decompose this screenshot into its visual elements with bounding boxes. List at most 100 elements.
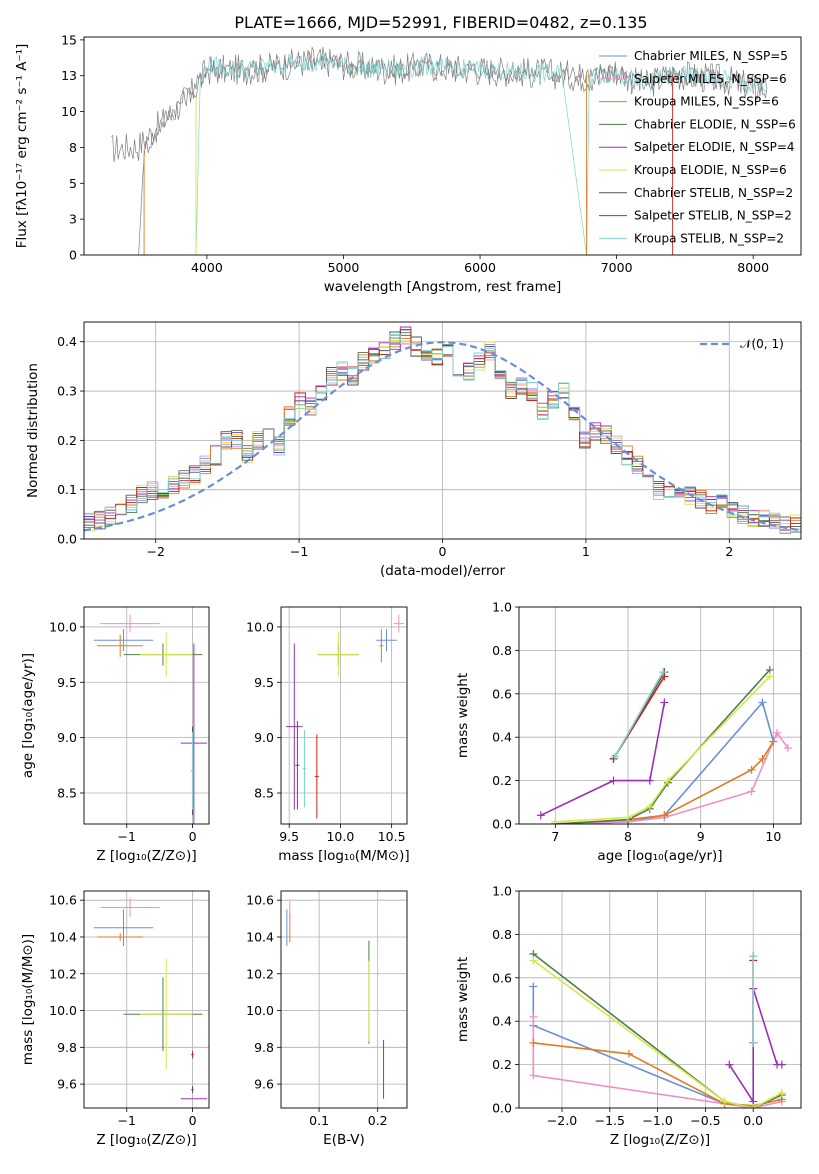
weight-line	[555, 669, 771, 824]
x-axis-label: mass [log₁₀(M/M⊙)]	[278, 848, 409, 864]
y-tick-label: 10.0	[246, 619, 274, 634]
x-tick-label: −1	[290, 544, 308, 559]
y-tick-label: 8	[69, 140, 77, 155]
y-tick-label: 9.8	[57, 1040, 77, 1055]
spectrum-line	[195, 53, 768, 255]
x-tick-label: −1.0	[642, 1113, 672, 1128]
weight-line	[532, 959, 783, 1108]
y-tick-label: 3	[69, 212, 77, 227]
x-tick-label: 0	[189, 829, 197, 844]
y-tick-label: 10.0	[49, 619, 77, 634]
y-tick-label: 8.5	[254, 786, 274, 801]
plot-area	[286, 614, 404, 819]
y-tick-label: 0	[69, 248, 77, 263]
axes-frame	[83, 36, 802, 256]
gaussian-curve	[84, 341, 801, 532]
y-tick-label: 15	[61, 32, 77, 47]
panel-weight-vs-Z: −2.0 −1.5 −1.0 −0.5 0.0 0.0 0.2 0.4 0.6 0.8 1.0 Z […	[455, 884, 802, 1148]
x-tick-label: 0	[439, 544, 447, 559]
x-tick-label: 8	[624, 829, 632, 844]
x-axis-label: Z [log₁₀(Z/Z⊙)]	[96, 1132, 196, 1148]
y-tick-label: 5	[69, 176, 77, 191]
x-tick-label: 0	[189, 1113, 197, 1128]
y-tick-label: 0.4	[492, 1014, 512, 1029]
y-tick-label: 9.0	[57, 730, 77, 745]
y-tick-label: 9.5	[254, 675, 274, 690]
x-axis-label: (data-model)/error	[380, 563, 506, 579]
x-tick-label: −1	[118, 829, 136, 844]
x-tick-label: 4000	[191, 260, 223, 275]
y-tick-label: 0.0	[492, 817, 512, 832]
y-axis-label: Flux [fλ10⁻¹⁷ erg cm⁻² s⁻¹ A⁻¹]	[14, 44, 30, 249]
x-tick-label: 6000	[464, 260, 496, 275]
y-tick-label: 10	[61, 104, 77, 119]
grid	[519, 890, 801, 1109]
axes-frame	[518, 606, 802, 825]
y-tick-label: 10.0	[246, 1003, 274, 1018]
y-tick-label: 0.1	[57, 482, 77, 497]
panel-mass-vs-Z: −1 0 9.6 9.8 10.0 10.2 10.4 10.6 Z [log₁₀(Z/Z⊙)]…	[20, 890, 210, 1148]
y-tick-label: 0.4	[492, 730, 512, 745]
weight-line	[555, 700, 775, 824]
weight-line	[614, 671, 664, 758]
y-tick-label: 10.2	[246, 966, 274, 981]
panel-age-vs-Z: −1 0 8.5 9.0 9.5 10.0 Z [log₁₀(Z/Z⊙)] age [log₁…	[20, 606, 210, 864]
plot-area	[536, 665, 792, 824]
x-tick-label: −0.5	[690, 1113, 720, 1128]
y-tick-label: 13	[61, 68, 77, 83]
x-tick-label: 10.5	[378, 829, 406, 844]
y-tick-label: 0.2	[492, 1057, 512, 1072]
y-tick-label: 0.0	[492, 1101, 512, 1116]
y-tick-label: 10.6	[49, 893, 77, 908]
x-tick-label: 7	[551, 829, 559, 844]
y-tick-label: 8.5	[57, 786, 77, 801]
x-tick-label: 0.1	[309, 1113, 329, 1128]
axes-frame	[83, 606, 210, 825]
x-axis-label: Z [log₁₀(Z/Z⊙)]	[96, 848, 196, 864]
x-tick-label: 8000	[737, 260, 769, 275]
legend-label: 𝒩(0, 1)	[740, 337, 784, 351]
panel-mass-vs-ebv: 0.1 0.2 9.6 9.8 10.0 10.2 10.4 10.6 E(B-V)	[246, 890, 408, 1148]
x-tick-label: −1.5	[595, 1113, 625, 1128]
y-tick-label: 0.6	[492, 970, 512, 985]
x-tick-label: 1	[582, 544, 590, 559]
y-tick-label: 10.0	[49, 1003, 77, 1018]
panel-age-vs-mass: 9.5 10.0 10.5 8.5 9.0 9.5 10.0 mass [log₁₀(M/M⊙…	[246, 606, 410, 864]
y-tick-label: 1.0	[492, 600, 512, 615]
legend-label: Chabrier STELIB, N_SSP=2	[634, 186, 793, 200]
grid	[281, 607, 407, 824]
legend-label: Kroupa ELODIE, N_SSP=6	[634, 163, 787, 177]
weight-line	[728, 988, 782, 1105]
weight-line	[555, 675, 771, 823]
spectrum-line	[111, 46, 768, 163]
y-tick-label: 9.6	[254, 1077, 274, 1092]
y-tick-label: 9.5	[57, 675, 77, 690]
y-tick-label: 0.6	[492, 686, 512, 701]
legend-label: Kroupa STELIB, N_SSP=2	[634, 231, 784, 245]
weight-line	[540, 702, 666, 817]
y-tick-label: 0.8	[492, 643, 512, 658]
y-axis-label: mass [log₁₀(M/M⊙)]	[20, 934, 36, 1065]
x-tick-label: 9	[697, 829, 705, 844]
panel-spectrum: 4000 5000 6000 7000 8000 0 3 5 8 10 13 15 wavelength…	[14, 32, 802, 295]
x-tick-label: 10	[765, 829, 781, 844]
plot-area	[84, 326, 801, 534]
legend-label: Salpeter STELIB, N_SSP=2	[634, 209, 792, 223]
y-axis-label: mass weight	[455, 957, 471, 1042]
grid	[84, 607, 209, 824]
figure-title: PLATE=1666, MJD=52991, FIBERID=0482, z=0…	[234, 13, 647, 32]
y-tick-label: 0.0	[57, 532, 77, 547]
y-axis-label: mass weight	[455, 673, 471, 758]
plot-area	[286, 900, 385, 1099]
y-tick-label: 0.2	[57, 433, 77, 448]
x-tick-label: 0.0	[743, 1113, 763, 1128]
axes-frame	[83, 890, 210, 1109]
x-tick-label: 2	[725, 544, 733, 559]
y-axis-label: Normed distribution	[25, 363, 41, 498]
x-tick-label: −2	[146, 544, 164, 559]
plot-area	[111, 46, 768, 255]
x-tick-label: 10.0	[326, 829, 354, 844]
x-axis-label: age [log₁₀(age/yr)]	[597, 848, 722, 864]
weight-line	[555, 731, 789, 824]
